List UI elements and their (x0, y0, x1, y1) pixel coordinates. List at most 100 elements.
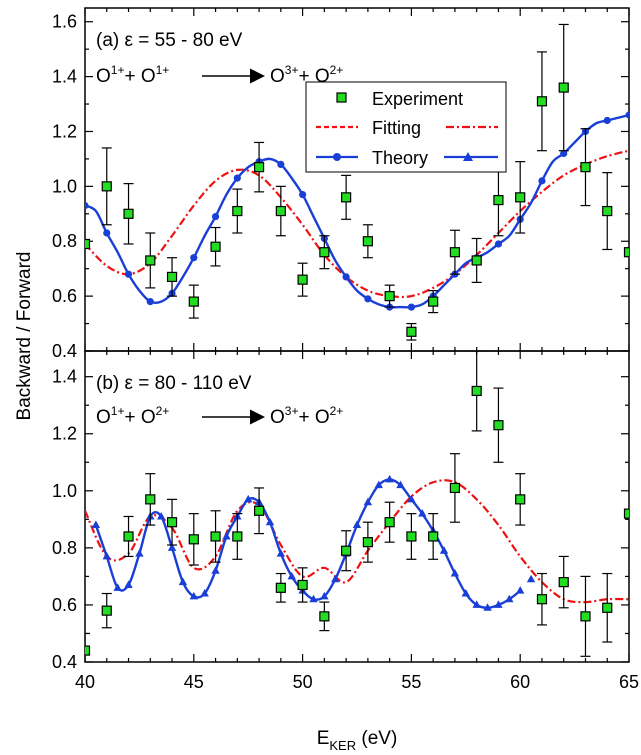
panel-a-theory-point (190, 254, 198, 262)
panel-b-theory-point (211, 566, 220, 574)
panel-a-experiment-point (145, 255, 156, 266)
panel-a-experiment-point (297, 274, 308, 285)
panel-b-theory-point (516, 586, 525, 594)
panel-b-experiment-point (602, 602, 613, 613)
panel-b-experiment-point (166, 517, 178, 528)
panel-b-y-tick-label: 1.2 (52, 424, 77, 444)
panel-b-theory-point (244, 494, 253, 503)
panel-a-experiment-point (341, 192, 352, 203)
panel-a-theory-line (85, 113, 629, 309)
panel-a-experiment-point (558, 82, 569, 93)
panel-b-label: (b) ε = 80 - 110 eV (96, 373, 252, 394)
panel-a-experiment-point (101, 181, 112, 192)
panel-b-theory-point (276, 549, 286, 557)
panel-b-theory-point (352, 520, 362, 529)
panel-b-theory-point (287, 571, 296, 580)
panel-a-theory-point (85, 201, 89, 210)
panel-b-theory-point (505, 594, 514, 603)
panel-a-y-tick-label: 1.6 (52, 12, 77, 32)
panel-b-experiment-point (362, 537, 373, 548)
x-tick-label: 65 (619, 672, 639, 692)
panel-b-theory-point (167, 543, 177, 551)
panel-b: 40 45 50 55 60 65 0.4 0.6 0.8 1.0 1.2 1.4 (52, 351, 639, 692)
panel-b-experiment-point (188, 534, 199, 545)
panel-b-experiment-point (623, 508, 629, 519)
panel-b-experiment-point (384, 517, 395, 528)
panel-a-theory-point (494, 240, 503, 248)
panel-b-experiment-point (471, 385, 482, 397)
panel-b-theory-point (113, 583, 122, 591)
panel-a-label: (a) ε = 55 - 80 eV (96, 30, 243, 51)
panel-a-theory-point (299, 190, 307, 199)
x-tick-label: 45 (184, 672, 204, 692)
panel-a-theory-point (560, 149, 568, 158)
x-axis-label: EKER (eV) (317, 728, 398, 753)
panel-b-theory-point (320, 591, 329, 600)
panel-b-theory-point (222, 531, 231, 540)
panel-a-experiment-point (232, 205, 243, 217)
panel-b-theory-point (483, 603, 492, 611)
panel-a-experiment-point (210, 241, 221, 252)
panel-a-theory-point (364, 295, 372, 303)
panel-b-theory-point (189, 591, 198, 600)
panel-b-theory-point (102, 551, 111, 560)
panel-a-theory-point (277, 160, 285, 169)
svg-text:O3++ O2+: O3++ O2+ (270, 404, 343, 428)
panel-b-y-tick-label: 0.4 (52, 652, 77, 672)
panel-b-theory-point (135, 549, 144, 557)
panel-a-experiment-point (580, 162, 591, 173)
x-tick-label: 40 (75, 672, 95, 692)
y-axis-label: Backward / Forward (14, 252, 35, 421)
legend-fitting-label: Fitting (372, 118, 421, 138)
panel-a-theory-point (342, 273, 350, 281)
x-tick-label: 60 (510, 672, 530, 692)
panel-b-experiment-point (232, 531, 243, 542)
panel-b-fitting-line (85, 479, 629, 604)
panel-b-experiment-point (406, 531, 417, 542)
panel-a-theory-point (538, 177, 546, 185)
svg-text:O1++ O1+: O1++ O1+ (96, 63, 169, 87)
panel-b-experiment-point (275, 582, 286, 593)
panel-b-experiment-point (449, 482, 461, 494)
panel-b-frame (84, 350, 630, 663)
panel-a-experiment-point (123, 208, 134, 219)
panel-a-theory-point (603, 116, 611, 125)
panel-a-experiment-point (428, 296, 439, 307)
panel-b-theory-point (124, 580, 133, 588)
panel-b-experiment-point (536, 594, 548, 605)
panel-a-y-tick-label: 0.4 (52, 341, 77, 361)
panel-b-theory-point (418, 509, 427, 517)
panel-b-theory-point (91, 520, 101, 529)
panel-b-experiment-point (101, 605, 112, 616)
panel-b-experiment-point (493, 420, 504, 431)
panel-a-experiment-point (471, 255, 482, 266)
panel-a-experiment-point (493, 194, 504, 206)
panel-b-theory-point (265, 517, 275, 526)
panel-b-theory-point (363, 497, 373, 506)
panel-b-theory-point (461, 589, 470, 597)
panel-a-plot-area (85, 23, 629, 341)
x-tick-label: 55 (401, 672, 421, 692)
panel-a-experiment-point (166, 271, 178, 283)
panel-a-y-tick-label: 0.8 (52, 231, 77, 251)
panel-a-experiment-point (406, 326, 417, 337)
panel-b-y-tick-label: 0.8 (52, 538, 77, 558)
legend: Experiment Fitting Theory (305, 81, 507, 173)
panel-b-theory-point (407, 494, 416, 503)
panel-b-y-tick-label: 1.0 (52, 481, 77, 501)
panel-a: 0.4 0.6 0.8 1.0 1.2 1.4 1.6 (52, 8, 630, 361)
panel-a-theory-point (625, 111, 629, 119)
panel-a-experiment-point (362, 236, 373, 247)
panel-b-plot-area (85, 351, 629, 662)
svg-text:O1++ O2+: O1++ O2+ (96, 404, 169, 428)
panel-b-theory-line (94, 478, 522, 609)
panel-b-theory-point (385, 474, 394, 483)
legend-theory-label: Theory (372, 148, 428, 168)
legend-experiment-label: Experiment (372, 89, 463, 109)
panel-b-experiment-point (428, 531, 439, 542)
panel-b-experiment-point (319, 611, 330, 622)
panel-b-theory-point (309, 594, 318, 603)
panel-a-experiment-point (85, 238, 91, 250)
panel-b-theory-point (200, 589, 209, 597)
panel-a-experiment-point (515, 192, 526, 203)
